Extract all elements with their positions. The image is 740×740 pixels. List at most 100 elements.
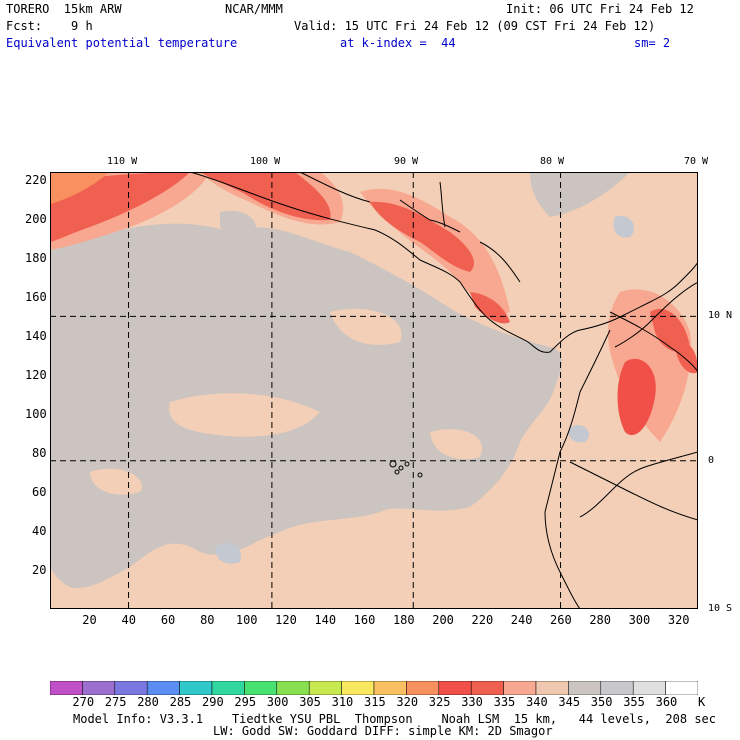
colorbar-swatch	[211, 681, 245, 695]
colorbar-swatch	[600, 681, 634, 695]
coastlines	[189, 172, 698, 609]
y-tick-label: 180	[25, 250, 47, 265]
tan-patch-4	[430, 429, 482, 460]
forecast-hour: Fcst: 9 h	[6, 19, 93, 33]
colorbar-swatch	[438, 681, 472, 695]
red-panama	[470, 292, 510, 324]
org-label: NCAR/MMM	[225, 2, 283, 16]
colorbar-swatch	[308, 681, 342, 695]
y-tick-label: 100	[25, 406, 47, 421]
x-tick-label: 240	[510, 613, 533, 627]
y-tick-label: 160	[25, 289, 47, 304]
field-name: Equivalent potential temperature	[6, 36, 238, 50]
y-tick-label: 40	[32, 523, 47, 538]
x-tick-label: 180	[392, 613, 415, 627]
x-tick-label: 280	[589, 613, 611, 627]
red-colombia-2	[650, 308, 690, 352]
tan-patch-1	[169, 393, 320, 437]
grey-spot	[220, 210, 256, 238]
x-tick-label: 160	[353, 613, 376, 627]
latitude-label: 0	[708, 454, 715, 466]
red-guatemala	[370, 201, 474, 272]
colorbar-swatch	[82, 681, 116, 695]
red-colombia-3	[675, 343, 698, 374]
longitude-label: 70 W	[684, 156, 709, 167]
colorbar-label: 290	[202, 695, 224, 709]
red-colombia-1	[617, 358, 656, 436]
colorbar-label: 295	[234, 695, 257, 709]
colorbar-swatch	[568, 681, 602, 695]
colorbar-label: 310	[331, 695, 354, 709]
y-tick-label: 20	[32, 562, 47, 577]
x-tick-label: 40	[121, 613, 136, 627]
longitude-label: 100 W	[250, 156, 281, 167]
bluegrey-patch-1	[215, 542, 241, 564]
tan-patch-2	[330, 308, 402, 345]
colorbar-label: 360	[655, 695, 678, 709]
colorbar-swatch	[146, 681, 180, 695]
lat-lon-grid	[50, 172, 698, 609]
model-info: Model Info: V3.3.1 Tiedtke YSU PBL Thomp…	[73, 712, 716, 726]
colorbar-swatch	[406, 681, 440, 695]
x-tick-label: 200	[432, 613, 454, 627]
colorbar-label: 275	[104, 695, 127, 709]
model-title: TORERO 15km ARW	[6, 2, 122, 16]
grey-region	[50, 223, 562, 588]
x-tick-label: 320	[667, 613, 690, 627]
colorbar-swatch	[632, 681, 666, 695]
colorbar-swatch	[244, 681, 278, 695]
orange-corner	[50, 172, 110, 204]
colorbar-swatch	[276, 681, 310, 695]
colorbar-label: 355	[623, 695, 645, 709]
x-tick-label: 80	[200, 613, 215, 627]
x-tick-label: 100	[235, 613, 258, 627]
x-tick-label: 120	[275, 613, 297, 627]
colorbar-swatch	[341, 681, 375, 695]
valid-time: Valid: 15 UTC Fri 24 Feb 12 (09 CST Fri …	[294, 19, 656, 33]
colorbar-swatch	[179, 681, 213, 695]
y-tick-label: 200	[25, 211, 47, 226]
colorbar-label: 285	[169, 695, 192, 709]
red-nw	[50, 172, 190, 242]
map-frame	[50, 172, 698, 609]
colorbar-label: 340	[526, 695, 548, 709]
longitude-label: 110 W	[107, 156, 138, 167]
level-info: at k-index = 44	[340, 36, 456, 50]
colorbar-unit: K	[698, 695, 706, 709]
grey-region-ne	[530, 172, 630, 217]
x-tick-label: 140	[314, 613, 337, 627]
colorbar-label: 330	[461, 695, 483, 709]
colorbar-swatch	[114, 681, 148, 695]
colorbar-label: 270	[72, 695, 95, 709]
latitude-label: 10 S	[708, 603, 733, 614]
x-tick-label: 260	[550, 613, 572, 627]
colorbar-swatch	[470, 681, 504, 695]
longitude-label: 90 W	[394, 156, 419, 167]
physics-info: LW: Godd SW: Goddard DIFF: simple KM: 2D…	[213, 724, 553, 738]
colorbar-label: 320	[396, 695, 419, 709]
bluegrey-patch-3	[568, 425, 590, 443]
x-tick-label: 60	[160, 613, 176, 627]
colorbar-swatch	[665, 681, 698, 695]
weather-map	[50, 172, 698, 609]
colorbar	[50, 681, 698, 695]
x-tick-label: 20	[82, 613, 97, 627]
longitude-label: 80 W	[540, 156, 565, 167]
bluegrey-patch-2	[613, 216, 635, 238]
y-tick-label: 220	[25, 172, 47, 187]
colorbar-label: 280	[137, 695, 159, 709]
colorbar-label: 335	[493, 695, 516, 709]
colorbar-swatch	[50, 681, 83, 695]
colorbar-swatch	[503, 681, 537, 695]
y-tick-label: 80	[32, 445, 47, 460]
y-tick-label: 140	[25, 328, 47, 343]
init-time: Init: 06 UTC Fri 24 Feb 12	[506, 2, 694, 16]
colorbar-label: 300	[266, 695, 289, 709]
colorbar-label: 325	[428, 695, 451, 709]
colorbar-label: 345	[558, 695, 581, 709]
colorbar-label: 315	[364, 695, 386, 709]
y-tick-label: 60	[32, 484, 47, 499]
x-tick-label: 220	[471, 613, 494, 627]
red-mexico-coast	[200, 172, 331, 221]
x-tick-label: 300	[628, 613, 651, 627]
